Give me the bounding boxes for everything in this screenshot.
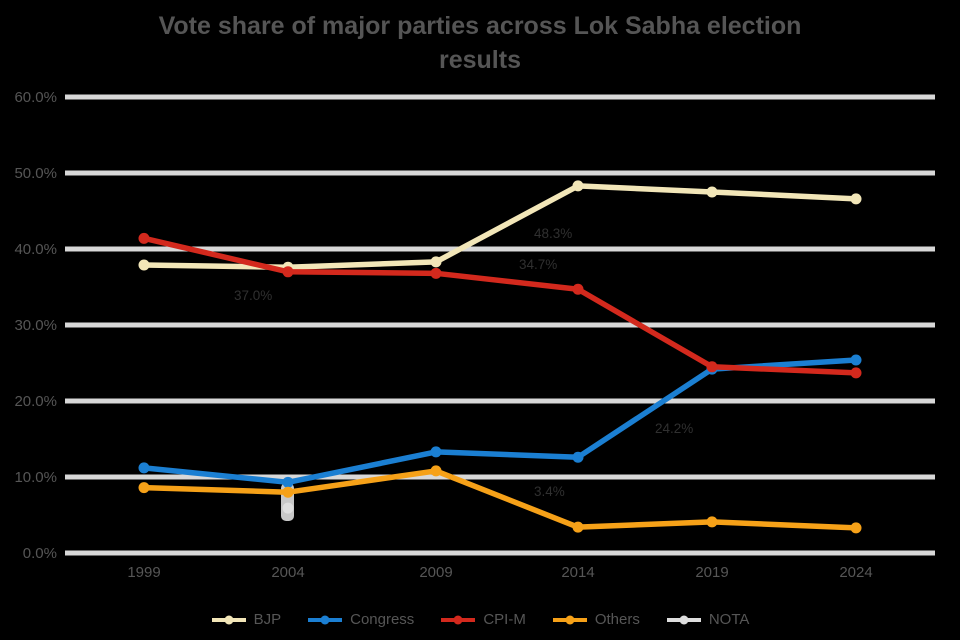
others-marker <box>282 486 294 498</box>
y-axis-tick-label: 20.0% <box>14 393 57 410</box>
y-axis-tick-label: 50.0% <box>14 165 57 182</box>
congress-line <box>141 357 859 486</box>
bjp-marker <box>138 259 150 271</box>
y-axis-tick-label: 10.0% <box>14 469 57 486</box>
bjp-marker <box>572 180 584 192</box>
y-axis-tick-label: 40.0% <box>14 241 57 258</box>
legend-swatch <box>441 615 476 624</box>
legend-swatch <box>666 615 701 624</box>
x-axis-label: 2009 <box>419 564 452 581</box>
y-axis-tick-label: 0.0% <box>23 545 57 562</box>
nota-marker <box>282 502 294 514</box>
x-axis-label: 2004 <box>271 564 304 581</box>
x-axis-label: 2019 <box>695 564 728 581</box>
data-label: 24.2% <box>655 421 693 436</box>
x-axis-label: 1999 <box>127 564 160 581</box>
legend-label: Congress <box>350 611 415 628</box>
legend-label: CPI-M <box>483 611 526 628</box>
data-label: 3.4% <box>534 484 565 499</box>
y-axis-tick-label: 30.0% <box>14 317 57 334</box>
others-marker <box>572 521 584 533</box>
legend-item-others: Others <box>552 611 640 628</box>
others-marker <box>706 516 718 528</box>
bjp-marker <box>850 193 862 205</box>
legend-swatch <box>308 615 343 624</box>
cpi-m-marker <box>706 361 718 373</box>
legend-swatch-dot <box>320 615 330 624</box>
data-label: 37.0% <box>234 288 272 303</box>
bjp-line <box>141 183 859 270</box>
x-axis-label: 2014 <box>561 564 594 581</box>
others-marker <box>850 522 862 534</box>
cpi-m-marker <box>138 232 150 244</box>
chart-legend: BJP Congress CPI-M Others NOTA <box>0 611 960 628</box>
congress-marker <box>430 446 442 458</box>
chart-title-line2: results <box>439 45 521 74</box>
congress-marker <box>850 354 862 366</box>
x-axis-label: 2024 <box>839 564 872 581</box>
legend-swatch-dot <box>679 615 689 624</box>
legend-item-bjp: BJP <box>211 611 282 628</box>
others-line <box>141 468 859 531</box>
congress-marker <box>138 462 150 474</box>
legend-label: Others <box>594 611 640 628</box>
legend-label: NOTA <box>708 611 750 628</box>
data-label: 48.3% <box>534 226 572 241</box>
legend-swatch-dot <box>224 615 234 624</box>
legend-swatch <box>211 615 246 624</box>
bjp-marker <box>706 186 718 198</box>
congress-marker <box>282 476 294 488</box>
congress-marker <box>572 451 584 463</box>
legend-swatch <box>552 615 587 624</box>
data-label: 34.7% <box>519 257 557 272</box>
chart-title: Vote share of major parties across Lok S… <box>0 10 960 78</box>
cpi-m-marker <box>572 283 584 295</box>
legend-label: BJP <box>253 611 282 628</box>
legend-swatch-dot <box>565 615 575 624</box>
cpi-m-marker <box>850 367 862 379</box>
y-axis-tick-label: 60.0% <box>14 89 57 106</box>
chart-title-line1: Vote share of major parties across Lok S… <box>158 12 802 40</box>
legend-item-cpi-m: CPI-M <box>440 611 526 628</box>
legend-item-nota: NOTA <box>666 611 750 628</box>
legend-swatch-dot <box>453 615 463 624</box>
cpi-m-line <box>141 235 859 376</box>
others-marker <box>430 465 442 477</box>
bjp-marker <box>430 256 442 268</box>
legend-item-congress: Congress <box>307 611 414 628</box>
cpi-m-marker <box>430 267 442 279</box>
others-marker <box>138 482 150 494</box>
cpi-m-marker <box>282 266 294 278</box>
